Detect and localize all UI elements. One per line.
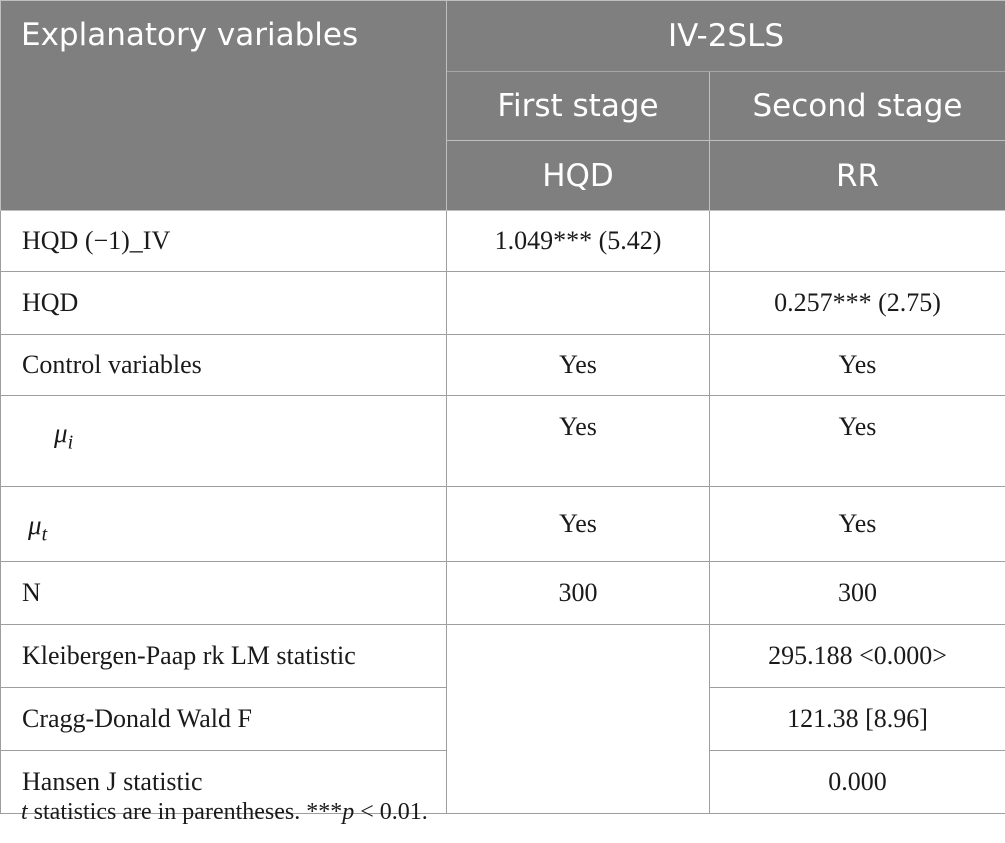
table-row: Control variables Yes Yes (0, 334, 1005, 396)
first-stage-value: 1.049*** (5.42) (446, 210, 710, 272)
table-row: μt Yes Yes (0, 486, 1005, 562)
row-label: Control variables (0, 334, 447, 396)
first-stage-value: Yes (446, 334, 710, 396)
header-dep-hqd: HQD (446, 140, 710, 211)
row-label: HQD (−1)_IV (0, 210, 447, 272)
second-stage-value: Yes (708, 486, 1005, 562)
first-stage-value: 300 (446, 561, 710, 625)
footnote-p: p (342, 799, 355, 825)
footnote-text-2: < 0.01. (354, 799, 428, 825)
footnote-text-1: statistics are in parentheses. *** (27, 799, 343, 825)
row-label-mu-i: μi (0, 395, 447, 487)
row-label: N (0, 561, 447, 625)
second-stage-value: Yes (708, 395, 1005, 487)
second-stage-value: 121.38 [8.96] (708, 687, 1005, 751)
header-first-stage: First stage (446, 71, 710, 141)
second-stage-value: 300 (708, 561, 1005, 625)
mu-symbol: μ (54, 417, 68, 448)
table-row: Kleibergen-Paap rk LM statistic 295.188 … (0, 624, 1005, 814)
second-stage-value: 0.257*** (2.75) (708, 271, 1005, 335)
row-label: HQD (0, 271, 447, 335)
second-stage-value (708, 210, 1005, 272)
table-row: μi Yes Yes (0, 395, 1005, 487)
first-stage-value: Yes (446, 486, 710, 562)
table-row: Hansen J statistic 0.000 (0, 750, 1005, 814)
table-row: N 300 300 (0, 561, 1005, 625)
row-label: Hansen J statistic (0, 750, 447, 814)
table-footnote: t statistics are in parentheses. ***p < … (21, 799, 428, 826)
second-stage-value: Yes (708, 334, 1005, 396)
footnote-t: t (21, 799, 28, 825)
header-iv-2sls: IV-2SLS (445, 0, 1005, 72)
row-label: Cragg-Donald Wald F (0, 687, 447, 751)
mu-subscript: t (41, 523, 48, 546)
mu-subscript: i (67, 431, 74, 454)
header-second-stage: Second stage (708, 71, 1005, 141)
row-label: Kleibergen-Paap rk LM statistic (0, 624, 447, 688)
second-stage-value: 0.000 (708, 750, 1005, 814)
first-stage-value-merged (446, 624, 710, 814)
first-stage-value: Yes (446, 395, 710, 487)
row-label-mu-t: μt (0, 486, 447, 562)
table-container: Explanatory variables IV-2SLS First stag… (0, 0, 1005, 814)
second-stage-value: 295.188 <0.000> (708, 624, 1005, 688)
header-dep-rr: RR (708, 140, 1005, 211)
table-row: HQD (−1)_IV 1.049*** (5.42) (0, 210, 1005, 272)
mu-symbol: μ (28, 509, 42, 540)
table-row: HQD 0.257*** (2.75) (0, 271, 1005, 335)
first-stage-value (446, 271, 710, 335)
table-row: Cragg-Donald Wald F 121.38 [8.96] (0, 687, 1005, 751)
results-table: Explanatory variables IV-2SLS First stag… (0, 0, 1005, 814)
header-explanatory-variables: Explanatory variables (0, 0, 447, 211)
